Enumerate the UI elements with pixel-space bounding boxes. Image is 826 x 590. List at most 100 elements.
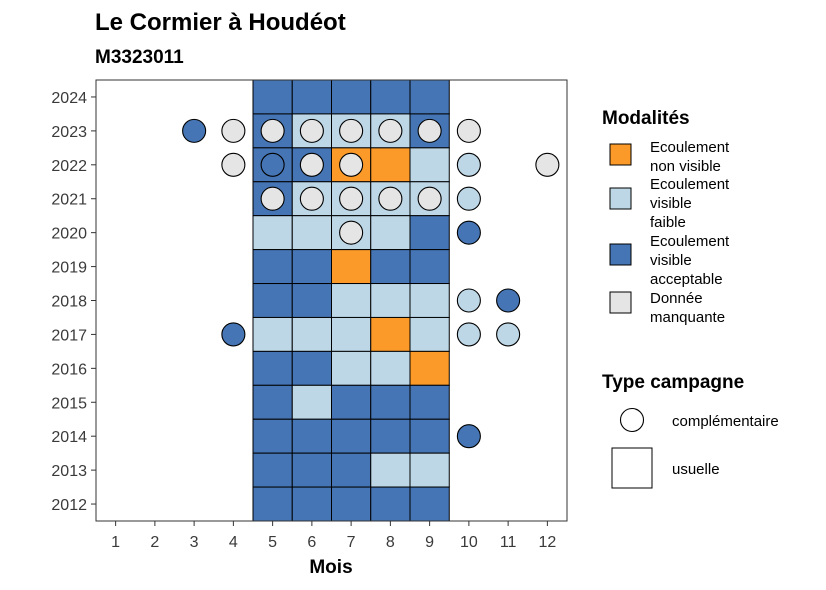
usuelle-tile-2020-5 xyxy=(252,215,293,251)
complementaire-point-2020-7 xyxy=(339,220,364,245)
usuelle-tile-2016-6 xyxy=(291,350,332,386)
y-tick-label-2015: 2015 xyxy=(51,395,87,412)
complementaire-point-2023-7 xyxy=(339,118,364,143)
usuelle-tile-2017-7 xyxy=(331,316,372,352)
complementaire-point-2018-11 xyxy=(496,288,521,313)
complementaire-point-2018-10 xyxy=(456,288,481,313)
complementaire-point-2021-6 xyxy=(299,186,324,211)
x-tick-label-3: 3 xyxy=(190,534,199,551)
legend-campagne-title: Type campagne xyxy=(602,372,744,393)
usuelle-tile-2016-5 xyxy=(252,350,293,386)
complementaire-point-2021-7 xyxy=(339,186,364,211)
complementaire-point-2020-10 xyxy=(456,220,481,245)
usuelle-tile-2019-5 xyxy=(252,249,293,285)
usuelle-tile-2022-9 xyxy=(409,147,450,183)
legend-key-vf xyxy=(609,187,632,210)
complementaire-point-2022-5 xyxy=(260,152,285,177)
x-tick-label-12: 12 xyxy=(538,534,556,551)
usuelle-tile-2017-6 xyxy=(291,316,332,352)
legend-key-nv xyxy=(609,143,632,166)
complementaire-point-2014-10 xyxy=(456,424,481,449)
complementaire-point-2023-6 xyxy=(299,118,324,143)
usuelle-tile-2015-9 xyxy=(409,384,450,420)
usuelle-tile-2012-9 xyxy=(409,486,450,522)
y-tick-label-2016: 2016 xyxy=(51,361,87,378)
usuelle-tile-2017-5 xyxy=(252,316,293,352)
x-tick-label-6: 6 xyxy=(307,534,316,551)
chart-title: Le Cormier à Houdéot xyxy=(95,9,346,36)
x-tick-label-11: 11 xyxy=(500,534,517,551)
usuelle-tile-2015-6 xyxy=(291,384,332,420)
complementaire-point-2021-10 xyxy=(456,186,481,211)
usuelle-tile-2018-7 xyxy=(331,283,372,318)
usuelle-tile-2018-6 xyxy=(291,283,332,318)
usuelle-tile-2013-8 xyxy=(370,452,411,488)
usuelle-tile-2012-6 xyxy=(291,486,332,522)
x-tick-label-2: 2 xyxy=(150,534,159,551)
complementaire-point-2022-10 xyxy=(456,152,481,177)
x-tick-label-8: 8 xyxy=(386,534,395,551)
usuelle-tile-2022-8 xyxy=(370,147,411,183)
usuelle-tile-2020-6 xyxy=(291,215,332,251)
y-tick-label-2020: 2020 xyxy=(51,226,87,243)
y-tick-label-2023: 2023 xyxy=(51,124,87,141)
x-tick-label-7: 7 xyxy=(347,534,356,551)
usuelle-tile-2016-9 xyxy=(409,350,450,386)
complementaire-point-2022-6 xyxy=(299,152,324,177)
chart-subtitle: M3323011 xyxy=(95,47,184,68)
complementaire-point-2023-9 xyxy=(417,118,442,143)
y-tick-label-2021: 2021 xyxy=(51,192,87,209)
legend-label-usuelle: usuelle xyxy=(672,461,720,478)
usuelle-tile-2024-8 xyxy=(370,79,411,115)
usuelle-tile-2016-7 xyxy=(331,350,372,386)
usuelle-tiles xyxy=(252,79,450,522)
legend-modalites: Modalités Ecoulement non visibleEcoulemen… xyxy=(602,108,730,326)
legend-key-dm xyxy=(609,291,632,314)
x-tick-label-5: 5 xyxy=(268,534,277,551)
usuelle-tile-2018-5 xyxy=(252,283,293,318)
usuelle-tile-2018-8 xyxy=(370,283,411,318)
y-axis: 2012 2013 2014 2015 2016 2017 2018 2019 2020 2021… xyxy=(51,90,96,514)
legend-label-dm: Donnée manquante xyxy=(650,290,725,326)
complementaire-point-2022-12 xyxy=(535,152,560,177)
usuelle-tile-2013-7 xyxy=(331,452,372,488)
usuelle-tile-2014-9 xyxy=(409,418,450,454)
complementaire-point-2023-3 xyxy=(182,118,207,143)
usuelle-tile-2014-6 xyxy=(291,418,332,454)
usuelle-tile-2014-8 xyxy=(370,418,411,454)
complementaire-point-2021-5 xyxy=(260,186,285,211)
x-axis-title: Mois xyxy=(309,557,352,578)
legend-label-va: Ecoulement visible acceptable xyxy=(650,233,730,288)
complementaire-point-2023-8 xyxy=(378,118,403,143)
usuelle-tile-2019-6 xyxy=(291,249,332,285)
y-tick-label-2017: 2017 xyxy=(51,327,87,344)
y-tick-label-2018: 2018 xyxy=(51,294,87,311)
x-tick-label-10: 10 xyxy=(460,534,478,551)
x-tick-label-4: 4 xyxy=(229,534,238,551)
complementaire-points xyxy=(182,118,560,449)
usuelle-tile-2015-7 xyxy=(331,384,372,420)
usuelle-tile-2024-6 xyxy=(291,79,332,115)
usuelle-tile-2014-5 xyxy=(252,418,293,454)
complementaire-point-2017-10 xyxy=(456,322,481,347)
usuelle-tile-2020-9 xyxy=(409,215,450,251)
complementaire-point-2021-9 xyxy=(417,186,442,211)
usuelle-tile-2020-8 xyxy=(370,215,411,251)
usuelle-tile-2012-8 xyxy=(370,486,411,522)
x-tick-label-1: 1 xyxy=(111,534,120,551)
usuelle-tile-2017-9 xyxy=(409,316,450,352)
usuelle-tile-2015-8 xyxy=(370,384,411,420)
usuelle-tile-2014-7 xyxy=(331,418,372,454)
y-tick-label-2014: 2014 xyxy=(51,429,87,446)
legend-key-complementaire xyxy=(619,407,645,433)
usuelle-tile-2013-6 xyxy=(291,452,332,488)
legend-label-nv: Ecoulement non visible xyxy=(650,139,730,175)
legend-key-va xyxy=(609,243,632,266)
usuelle-tile-2024-9 xyxy=(409,79,450,115)
y-tick-label-2012: 2012 xyxy=(51,497,87,514)
x-axis: 1 2 3 4 5 6 7 8 9 10 11 12 xyxy=(111,521,556,551)
usuelle-tile-2012-7 xyxy=(331,486,372,522)
complementaire-point-2023-5 xyxy=(260,118,285,143)
usuelle-tile-2019-7 xyxy=(331,249,372,285)
